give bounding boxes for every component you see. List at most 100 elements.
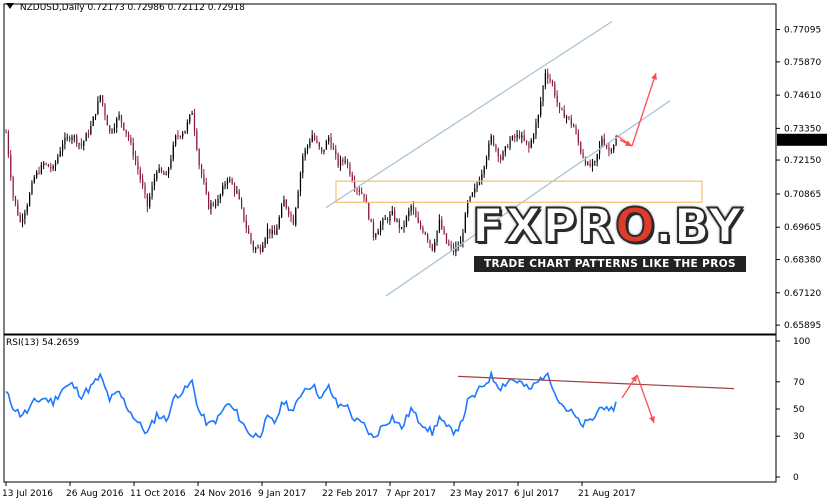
candle-body [537,115,539,124]
candle-body [554,84,556,96]
candle-body [137,161,139,170]
y-tick-label: 0.75870 [784,58,821,68]
candle-body [52,166,54,169]
candle-body [278,217,280,228]
candle-body [354,181,356,189]
candle-body [14,196,17,204]
candle-body [615,138,617,146]
candle-body [321,147,323,152]
candle-body [170,159,172,169]
candle-body [262,245,264,252]
candle-body [125,129,127,134]
candle-body [205,182,207,193]
candle-body [208,192,210,209]
candle-body [403,225,405,228]
candle-body [394,211,396,221]
y-tick-label: 0.77095 [784,26,821,36]
candle-body [558,102,561,109]
candle-body [476,184,478,189]
candle-body [90,126,92,134]
x-tick-label: 21 Aug 2017 [578,489,636,499]
y-tick-label: 0.65895 [784,321,821,331]
candle-body [401,227,403,229]
candle-body [368,203,370,219]
rsi-label: RSI(13) 54.2659 [6,338,80,348]
candle-body [71,136,73,141]
candle-body [417,217,419,223]
candle-body [311,135,313,142]
candle-body [589,163,591,166]
y-tick-label: 0.68380 [784,256,821,266]
candle-body [370,218,372,223]
candle-body [448,243,450,245]
candle-body [85,133,87,142]
candle-body [474,188,476,193]
candle-body [356,188,358,190]
candle-body [118,115,120,119]
candle-body [146,193,149,207]
candle-body [344,160,346,162]
candle-body [507,146,509,148]
candle-body [438,219,441,231]
candle-body [283,199,285,207]
candle-body [76,136,78,144]
y-tick-label: 0.67120 [784,289,821,299]
candle-body [151,186,153,197]
candle-body [87,133,90,135]
candle-body [497,148,499,157]
candle-body [297,191,299,208]
candle-body [231,179,233,185]
candle-body [182,133,184,137]
candle-body [109,125,111,132]
candle-body [431,244,433,251]
y-tick-label: 0.69605 [784,223,821,233]
candle-body [483,166,485,175]
candle-body [132,142,134,156]
candle-body [490,135,492,144]
candle-body [149,196,151,207]
y-tick-label: 0.73350 [784,124,821,134]
candle-body [172,144,174,160]
candle-body [29,193,31,206]
candle-body [97,101,99,114]
candle-body [179,136,181,138]
rsi-tick-label: 100 [793,337,810,347]
candle-body [410,205,412,211]
candle-body [471,192,474,197]
candle-body [83,141,85,146]
candle-body [349,164,351,175]
candle-body [212,203,214,206]
candle-body [584,157,587,165]
candle-body [551,81,554,85]
candle-body [276,227,278,235]
candle-body [285,199,287,208]
candle-body [335,149,337,155]
candle-body [139,169,141,180]
candle-body [257,247,259,249]
candle-body [427,234,429,241]
candle-body [467,201,469,214]
y-tick-label: 0.72150 [784,156,821,166]
candle-body [69,137,71,141]
candle-body [591,161,594,166]
x-tick-label: 11 Oct 2016 [130,489,186,499]
candle-body [516,134,518,138]
watermark-tagline: TRADE CHART PATTERNS LIKE THE PROS [474,256,746,272]
candle-body [163,172,165,176]
candle-body [127,133,130,139]
candle-body [445,233,448,244]
candle-body [422,227,424,233]
candle-body [153,178,156,187]
candle-body [290,214,292,217]
candle-body [339,159,342,166]
x-tick-label: 6 Jul 2017 [514,489,559,499]
collapse-triangle-icon[interactable] [6,3,14,9]
candle-body [509,139,511,148]
candle-body [363,193,365,199]
candle-body [420,222,422,228]
candle-body [106,115,108,126]
candle-body [462,232,464,242]
candle-body [111,130,113,132]
x-tick-label: 26 Aug 2016 [66,489,124,499]
candle-body [577,133,580,143]
